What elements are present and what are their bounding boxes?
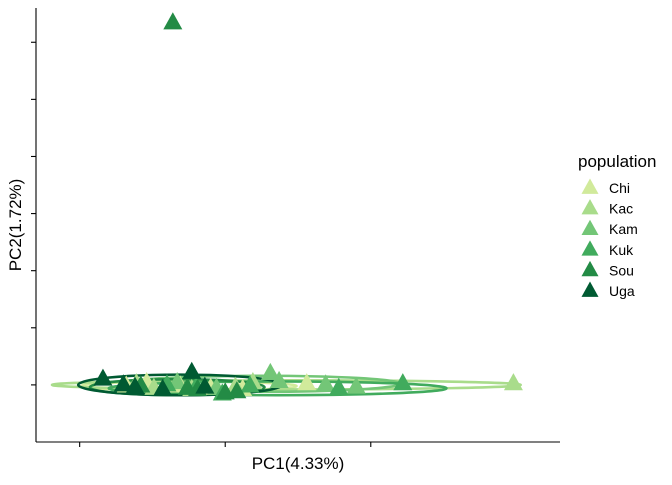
data-point-sou bbox=[163, 12, 183, 30]
data-point-kam bbox=[316, 374, 336, 392]
data-point-kuk bbox=[393, 373, 413, 391]
axes-layer bbox=[35, 8, 560, 443]
legend-label-sou: Sou bbox=[609, 262, 634, 278]
legend-key-chi bbox=[581, 178, 599, 194]
data-point-uga bbox=[93, 368, 113, 386]
legend-key-sou bbox=[581, 260, 599, 277]
data-point-kac bbox=[503, 373, 523, 391]
points-layer bbox=[93, 12, 523, 401]
legend-key-kuk bbox=[581, 240, 599, 256]
legend-key-uga bbox=[581, 281, 599, 297]
data-point-uga bbox=[182, 361, 202, 379]
data-point-chi bbox=[297, 373, 317, 391]
ticks-layer bbox=[31, 41, 372, 447]
legend-key-kam bbox=[581, 219, 599, 236]
data-point-sou bbox=[177, 377, 197, 395]
data-point-kuk bbox=[329, 377, 349, 395]
data-point-uga bbox=[153, 378, 173, 396]
data-point-kam bbox=[346, 376, 366, 394]
data-point-kam bbox=[260, 362, 280, 380]
legend-key-kac bbox=[581, 199, 599, 215]
legend-label-kac: Kac bbox=[609, 201, 633, 217]
data-point-uga bbox=[113, 374, 133, 392]
legend-title: population bbox=[578, 152, 656, 171]
legend-label-kam: Kam bbox=[609, 221, 638, 237]
x-axis-title: PC1(4.33%) bbox=[252, 454, 345, 473]
data-point-kuk bbox=[240, 375, 260, 393]
data-point-kam bbox=[269, 370, 289, 388]
data-point-sou bbox=[227, 381, 247, 399]
legend-label-uga: Uga bbox=[609, 283, 635, 299]
data-point-uga bbox=[195, 376, 215, 394]
legend-items: Chi Kac Kam Kuk Sou Uga bbox=[581, 178, 638, 299]
legend: population Chi Kac Kam Kuk Sou Uga bbox=[578, 152, 656, 299]
legend-label-chi: Chi bbox=[609, 180, 630, 196]
legend-label-kuk: Kuk bbox=[609, 242, 634, 258]
y-axis-title: PC2(1.72%) bbox=[6, 179, 25, 272]
